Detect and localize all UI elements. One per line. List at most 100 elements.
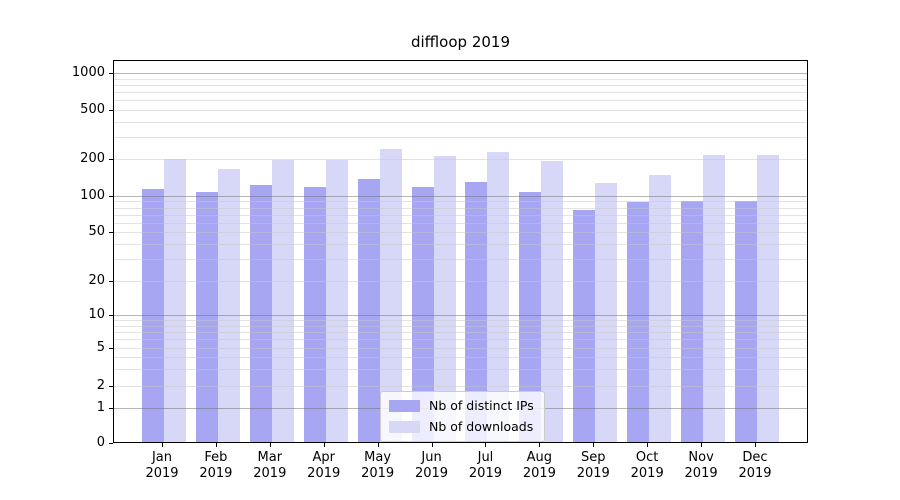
minor-gridline [113,357,808,359]
minor-gridline [113,281,808,282]
plot-area: Nb of distinct IPs Nb of downloads [113,60,808,443]
bar-downloads-sep [595,182,618,443]
x-tick-mark [647,443,649,447]
legend-swatch-downloads-icon [389,421,420,433]
minor-gridline [113,232,808,233]
y-tick-label: 500 [80,102,105,117]
bar-downloads-apr [325,159,348,443]
legend-swatch-distinct-ips-icon [389,400,420,412]
y-tick-label: 5 [96,340,105,355]
minor-gridline [113,92,808,94]
y-tick-mark [109,73,113,74]
x-tick-label: Dec 2019 [738,450,772,481]
x-tick-mark [162,443,163,447]
bar-distinct-ips-apr [303,186,326,443]
x-tick-mark [485,443,487,447]
bar-downloads-mar [271,160,294,443]
minor-gridline [113,159,808,160]
bar-downloads-aug [541,160,564,443]
x-tick-mark [323,443,325,447]
bar-downloads-jul [487,151,510,443]
x-tick-label: Feb 2019 [199,450,233,481]
y-tick-label: 10 [88,307,105,322]
minor-gridline [113,386,808,387]
y-tick-label: 20 [88,273,105,288]
x-tick-mark [593,443,595,447]
legend-label-distinct-ips: Nb of distinct IPs [429,398,534,413]
minor-gridline [113,110,808,111]
x-tick-label: Aug 2019 [522,450,556,481]
x-tick-label: Apr 2019 [307,450,341,481]
y-tick-mark [109,443,113,444]
y-tick-mark [109,408,113,409]
y-tick-mark [109,196,113,197]
y-tick-label: 100 [80,188,105,203]
y-tick-mark [109,159,113,160]
bar-distinct-ips-dec [734,200,757,443]
x-tick-label: May 2019 [361,450,395,481]
x-tick-label: Jan 2019 [145,450,179,481]
bar-distinct-ips-mar [249,184,272,443]
minor-gridline [113,259,808,261]
chart-title: diffloop 2019 [410,33,510,51]
x-tick-mark [754,443,756,447]
legend-label-downloads: Nb of downloads [429,419,534,434]
legend-entry-distinct-ips: Nb of distinct IPs [389,398,534,414]
minor-gridline [113,369,808,371]
bar-distinct-ips-oct [627,202,650,443]
y-tick-mark [109,281,113,282]
x-tick-label: Mar 2019 [253,450,287,481]
x-tick-mark [431,443,433,447]
legend-entry-downloads: Nb of downloads [389,419,534,435]
x-tick-label: Jun 2019 [414,450,449,481]
y-tick-label: 0 [96,435,105,450]
bar-downloads-jan [164,159,186,443]
x-tick-label: Jul 2019 [468,450,502,481]
bar-downloads-oct [649,174,672,443]
y-tick-label: 50 [88,224,105,239]
y-tick-mark [109,386,113,387]
x-tick-label: Nov 2019 [684,450,718,481]
minor-gridline [113,222,808,224]
major-gridline [113,315,808,316]
minor-gridline [113,84,808,86]
minor-gridline [113,100,808,102]
minor-gridline [113,201,808,203]
bar-distinct-ips-nov [681,200,704,443]
minor-gridline [113,207,808,209]
y-tick-label: 2 [96,378,105,393]
x-tick-mark [269,443,271,447]
y-tick-label: 1000 [71,65,105,80]
minor-gridline [113,339,808,341]
bar-distinct-ips-sep [573,210,596,443]
x-tick-mark [215,443,217,447]
minor-gridline [113,78,808,80]
y-tick-mark [109,232,113,233]
x-tick-mark [377,443,379,447]
bar-downloads-nov [703,155,726,443]
bar-downloads-dec [756,154,779,443]
y-tick-mark [109,348,113,349]
legend: Nb of distinct IPs Nb of downloads [380,391,545,442]
minor-gridline [113,348,808,349]
x-tick-mark [701,443,703,447]
major-gridline [113,73,808,74]
bars-layer [113,60,808,443]
y-tick-label: 1 [96,400,105,415]
minor-gridline [113,137,808,139]
minor-gridline [113,320,808,322]
bar-downloads-feb [217,168,240,443]
minor-gridline [113,325,808,327]
minor-gridline [113,121,808,123]
gridlines-layer [113,60,808,443]
minor-gridline [113,331,808,333]
bar-distinct-ips-feb [195,192,218,443]
y-tick-mark [109,315,113,316]
minor-gridline [113,243,808,245]
x-tick-label: Sep 2019 [576,450,610,481]
bar-downloads-jun [433,156,456,443]
x-tick-label: Oct 2019 [630,450,664,481]
y-tick-label: 200 [80,151,105,166]
major-gridline [113,196,808,197]
